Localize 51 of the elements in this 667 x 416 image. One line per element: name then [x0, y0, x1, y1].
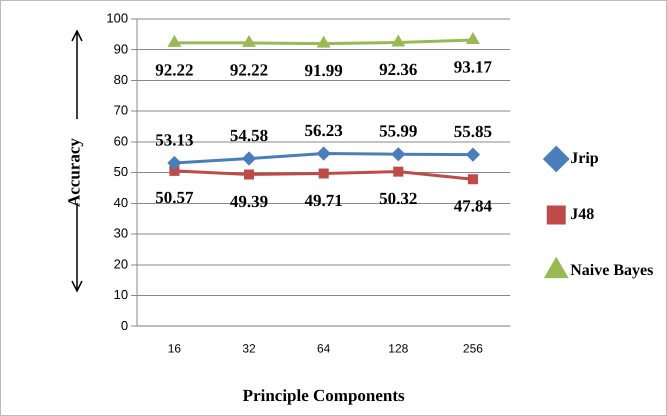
point [317, 146, 330, 160]
y-axis-title: Accuracy [64, 138, 84, 208]
point [393, 166, 404, 177]
x-tick-label: 32 [242, 342, 256, 356]
point [318, 168, 329, 179]
data-label: 92.36 [379, 60, 418, 79]
point [169, 166, 180, 176]
x-tick-label: 128 [388, 342, 409, 356]
point [243, 36, 255, 47]
data-label: 50.32 [379, 189, 418, 208]
y-tick-label: 20 [114, 256, 128, 272]
data-label: 91.99 [304, 60, 343, 80]
data-label: 55.99 [379, 122, 418, 141]
data-label: 92.22 [230, 60, 268, 80]
data-label: 53.13 [155, 130, 194, 150]
point [466, 148, 480, 162]
point [318, 37, 330, 48]
y-tick-label: 100 [106, 10, 128, 26]
point [242, 152, 256, 166]
y-tick-label: 40 [114, 194, 128, 210]
point [168, 156, 181, 170]
x-tick-label: 64 [316, 342, 331, 356]
legend-label: J48 [570, 206, 594, 224]
data-label: 55.85 [454, 122, 492, 142]
data-label: 56.23 [304, 120, 343, 140]
data-label: 93.17 [454, 57, 493, 76]
legend-label: Naive Bayes [570, 262, 654, 280]
y-tick-label: 0 [120, 318, 128, 333]
x-tick-label: 16 [168, 342, 182, 356]
x-tick-label: 256 [462, 342, 484, 356]
legend-label: Jrip [570, 150, 599, 168]
x-axis-title: Principle Components [242, 386, 406, 406]
point [468, 174, 478, 184]
point [168, 36, 180, 47]
point [392, 148, 405, 161]
data-label: 47.84 [454, 196, 493, 216]
data-label: 54.58 [230, 126, 268, 145]
y-tick-label: 90 [114, 41, 128, 56]
y-tick-label: 80 [114, 72, 128, 88]
point [467, 33, 479, 44]
data-label: 49.39 [230, 192, 268, 211]
y-tick-label: 10 [114, 287, 128, 302]
data-label: 50.57 [155, 188, 194, 208]
data-label: 92.22 [155, 60, 194, 80]
y-tick-label: 50 [114, 164, 128, 180]
data-label: 49.71 [304, 190, 343, 210]
y-tick-label: 70 [114, 102, 128, 118]
point [392, 36, 404, 46]
point [244, 169, 254, 180]
y-tick-label: 30 [114, 226, 128, 241]
y-tick-label: 60 [114, 133, 128, 148]
